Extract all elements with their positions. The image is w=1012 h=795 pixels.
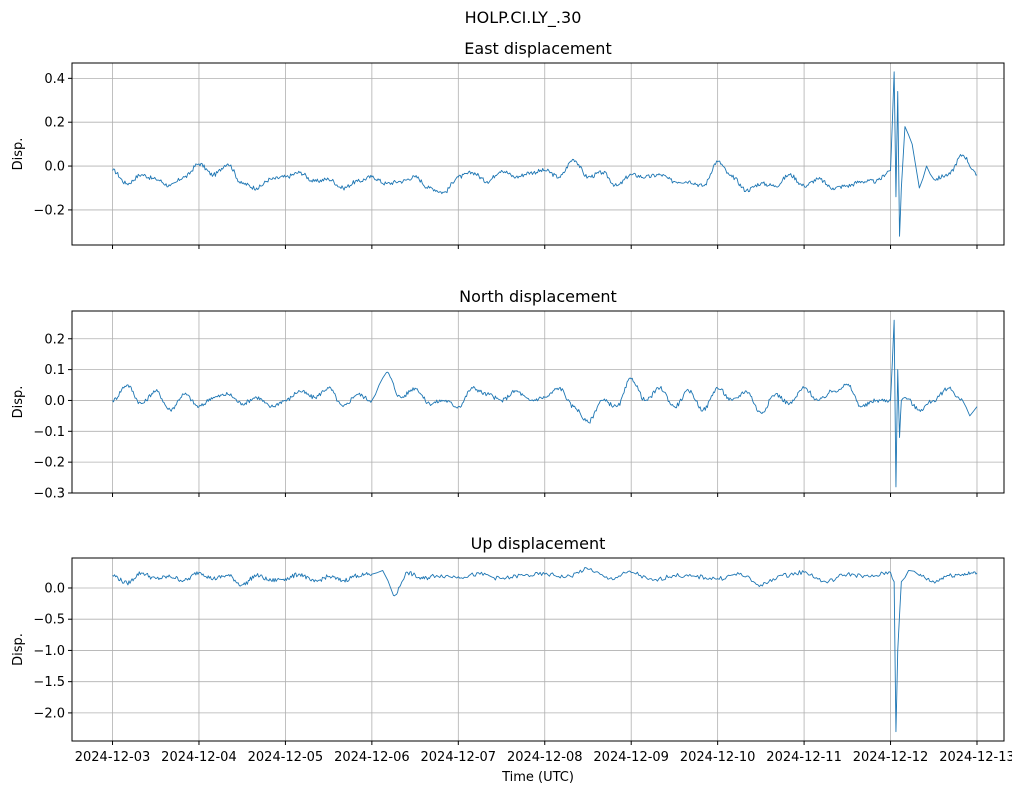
up-ytick-label-1: −1.5: [33, 675, 65, 690]
up-xtick-label-7: 2024-12-10: [680, 750, 756, 765]
north-ytick-label-3: 0.0: [44, 394, 65, 409]
up-ytick-label-2: −1.0: [33, 644, 65, 659]
up-displacement-panel: −2.0 −1.5 −1.0 −0.5 0.0 Up displacement Disp. 2…: [11, 534, 1012, 785]
up-panel-title: Up displacement: [471, 534, 606, 553]
north-ytick-label-2: −0.1: [33, 425, 65, 440]
east-axes-frame: [71, 62, 1005, 246]
north-ytick-label-5: 0.2: [44, 332, 65, 347]
up-ytick-label-4: 0.0: [44, 581, 65, 596]
east-ytick-label-2: 0.2: [44, 116, 65, 131]
up-xtick-label-8: 2024-12-11: [766, 750, 842, 765]
north-displacement-panel: −0.3 −0.2 −0.1 0.0 0.1 0.2 North displacement D…: [11, 287, 1005, 502]
east-panel-title: East displacement: [464, 39, 611, 58]
north-axes-frame: [71, 310, 1005, 494]
up-xtick-label-10: 2024-12-13: [939, 750, 1012, 765]
up-ytick-label-3: −0.5: [33, 613, 65, 628]
up-ytick-label-0: −2.0: [33, 706, 65, 721]
north-ytick-label-1: −0.2: [33, 456, 65, 471]
up-xtick-label-9: 2024-12-12: [853, 750, 929, 765]
east-ytick-label-1: 0.0: [44, 160, 65, 175]
north-ytick-label-0: −0.3: [33, 487, 65, 502]
east-ytick-label-3: 0.4: [44, 72, 65, 87]
up-xtick-label-2: 2024-12-05: [248, 750, 324, 765]
up-xlabel: Time (UTC): [501, 770, 574, 785]
up-series-line: [112, 567, 978, 733]
east-series-line: [112, 71, 978, 237]
north-ytick-label-4: 0.1: [44, 363, 65, 378]
north-series-line: [112, 319, 978, 488]
north-panel-title: North displacement: [459, 287, 617, 306]
up-xtick-label-4: 2024-12-07: [421, 750, 497, 765]
up-xtick-label-0: 2024-12-03: [75, 750, 151, 765]
east-displacement-panel: −0.2 0.0 0.2 0.4 East displacement Disp.: [11, 39, 1005, 249]
up-axes-frame: [71, 557, 1005, 742]
up-ylabel: Disp.: [11, 633, 26, 666]
east-ytick-label-0: −0.2: [33, 203, 65, 218]
up-xtick-label-3: 2024-12-06: [334, 750, 410, 765]
figure-title: HOLP.CI.LY_.30: [465, 8, 582, 28]
north-ylabel: Disp.: [11, 386, 26, 419]
up-xtick-label-6: 2024-12-09: [593, 750, 669, 765]
east-ylabel: Disp.: [11, 138, 26, 171]
up-xtick-label-1: 2024-12-04: [161, 750, 237, 765]
up-xtick-label-5: 2024-12-08: [507, 750, 583, 765]
